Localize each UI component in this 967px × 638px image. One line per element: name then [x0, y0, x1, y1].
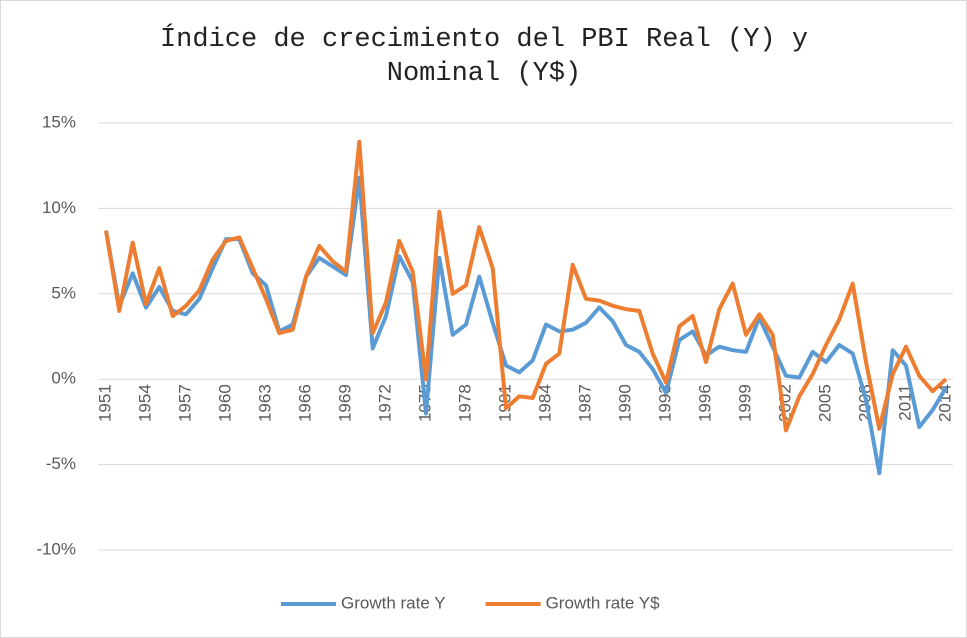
x-tick-label: 2011 — [895, 384, 914, 421]
y-tick-label: 5% — [51, 283, 76, 302]
x-tick-label: 1951 — [95, 384, 114, 422]
x-tick-label: 1960 — [215, 384, 234, 422]
y-tick-label: -5% — [46, 454, 76, 473]
x-tick-label: 1993 — [655, 384, 674, 422]
x-tick-label: 1957 — [175, 384, 194, 422]
series-line — [104, 175, 948, 476]
x-tick-label: 1972 — [375, 384, 394, 422]
x-tick-label: 1987 — [575, 384, 594, 422]
x-tick-label: 1969 — [335, 384, 354, 422]
y-tick-label: 10% — [42, 198, 76, 217]
x-tick-label: 1990 — [615, 384, 634, 422]
x-tick-label: 1984 — [535, 384, 554, 422]
legend-label: Growth rate Y — [341, 593, 446, 612]
legend-label: Growth rate Y$ — [546, 593, 661, 612]
x-tick-label: 1996 — [695, 384, 714, 422]
x-tick-label: 1978 — [455, 384, 474, 422]
series-line — [104, 139, 948, 433]
x-tick-label: 1954 — [135, 384, 154, 422]
chart-title: Índice de crecimiento del PBI Real (Y) y… — [159, 25, 809, 89]
x-tick-label: 1966 — [295, 384, 314, 422]
x-tick-label: 1999 — [735, 384, 754, 422]
y-tick-label: -10% — [36, 539, 76, 558]
x-tick-label: 1963 — [255, 384, 274, 422]
y-tick-label: 15% — [42, 112, 76, 131]
y-tick-label: 0% — [51, 369, 76, 388]
x-tick-label: 2005 — [815, 384, 834, 422]
